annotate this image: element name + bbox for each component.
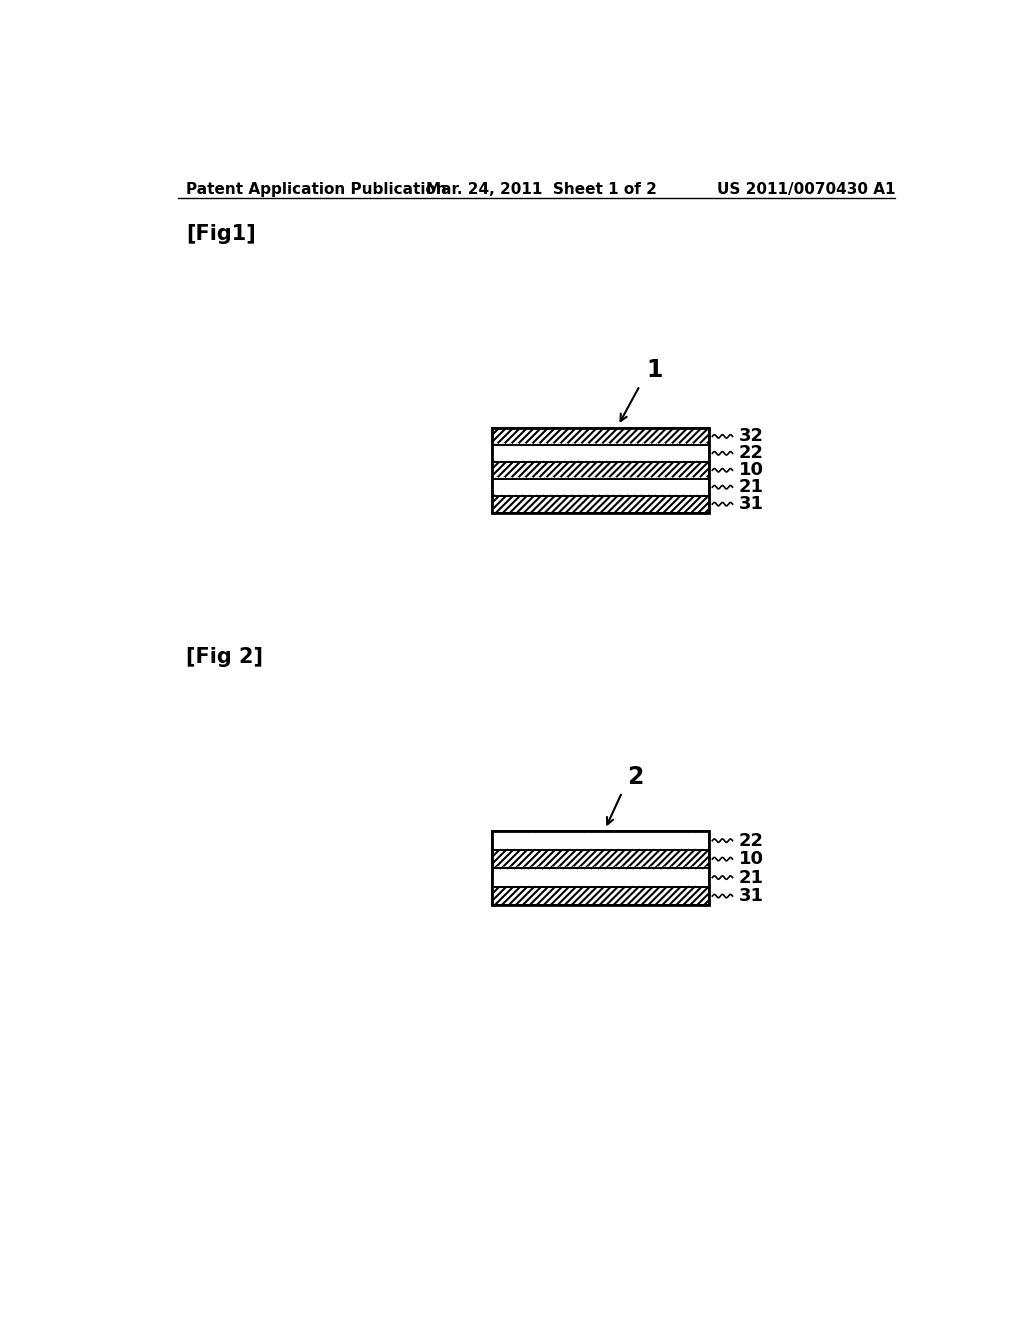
Text: Patent Application Publication: Patent Application Publication bbox=[186, 182, 446, 197]
Text: 22: 22 bbox=[738, 832, 764, 850]
Text: 21: 21 bbox=[738, 869, 764, 887]
Text: US 2011/0070430 A1: US 2011/0070430 A1 bbox=[717, 182, 896, 197]
Bar bbox=[493, 428, 710, 445]
Bar bbox=[493, 462, 710, 479]
Bar bbox=[493, 832, 710, 850]
Bar bbox=[493, 496, 710, 512]
Bar bbox=[493, 479, 710, 496]
Text: 1: 1 bbox=[646, 358, 663, 381]
Bar bbox=[493, 428, 710, 445]
Text: 21: 21 bbox=[738, 478, 764, 496]
Bar bbox=[493, 462, 710, 479]
Text: 10: 10 bbox=[738, 461, 764, 479]
Text: 31: 31 bbox=[738, 887, 764, 906]
Bar bbox=[493, 479, 710, 496]
Bar bbox=[493, 832, 710, 850]
Text: 22: 22 bbox=[738, 445, 764, 462]
Bar bbox=[493, 887, 710, 906]
Bar bbox=[493, 496, 710, 512]
Bar bbox=[493, 445, 710, 462]
Text: [Fig1]: [Fig1] bbox=[186, 224, 256, 244]
Bar bbox=[493, 850, 710, 869]
Bar bbox=[493, 445, 710, 462]
Text: [Fig 2]: [Fig 2] bbox=[186, 647, 263, 668]
Bar bbox=[493, 887, 710, 906]
Text: 31: 31 bbox=[738, 495, 764, 513]
Text: 10: 10 bbox=[738, 850, 764, 869]
Bar bbox=[493, 869, 710, 887]
Text: 2: 2 bbox=[627, 766, 643, 789]
Text: 32: 32 bbox=[738, 428, 764, 445]
Text: Mar. 24, 2011  Sheet 1 of 2: Mar. 24, 2011 Sheet 1 of 2 bbox=[426, 182, 657, 197]
Bar bbox=[493, 869, 710, 887]
Bar bbox=[493, 428, 710, 512]
Bar bbox=[493, 832, 710, 906]
Bar bbox=[493, 850, 710, 869]
